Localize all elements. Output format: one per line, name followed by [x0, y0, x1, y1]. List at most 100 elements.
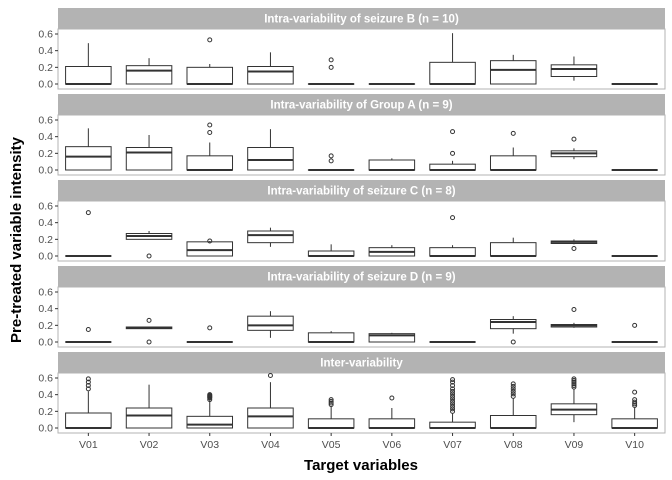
- box-v10: [611, 322, 658, 343]
- outlier-point: [450, 393, 456, 399]
- y-tick-label: 0.0: [38, 337, 53, 349]
- x-tick-label: V09: [565, 439, 584, 451]
- iqr-box: [125, 147, 173, 171]
- y-tick-label: 0.6: [38, 287, 53, 299]
- outlier-point: [450, 391, 456, 397]
- outlier-point: [510, 391, 516, 397]
- x-axis-title: Target variables: [304, 457, 418, 474]
- outlier-point: [571, 383, 577, 388]
- iqr-box: [429, 247, 476, 257]
- box-v08: [489, 54, 537, 85]
- outlier-point: [85, 386, 91, 392]
- box-v05: [307, 397, 355, 429]
- iqr-box: [368, 159, 416, 171]
- outlier-point: [328, 402, 334, 408]
- iqr-box: [368, 333, 416, 343]
- outlier-point: [450, 398, 456, 404]
- box-v04: [247, 311, 294, 338]
- box-v07: [429, 129, 476, 171]
- box-v05: [307, 244, 355, 257]
- x-axis: V01 V02 V03 V04 V05 V06 V07 V08 V09 V10: [79, 433, 644, 451]
- outlier-point: [450, 396, 456, 402]
- box-v07: [429, 33, 476, 85]
- iqr-box: [550, 64, 598, 78]
- box-v05: [307, 153, 355, 171]
- outlier-point: [450, 379, 456, 385]
- outlier-point: [510, 130, 516, 136]
- iqr-box: [125, 65, 173, 85]
- x-tick-label: V10: [625, 439, 644, 451]
- box-v01: [65, 210, 112, 257]
- outlier-point: [207, 122, 213, 128]
- outlier-point: [328, 64, 334, 70]
- facet-strip-title: Intra-variability of seizure C (n = 8): [267, 186, 455, 198]
- box-v05: [307, 331, 355, 343]
- outlier-point: [632, 389, 638, 395]
- iqr-box: [247, 230, 294, 244]
- iqr-box: [489, 60, 537, 85]
- iqr-box: [247, 315, 294, 331]
- outlier-point: [146, 339, 152, 345]
- outlier-point: [207, 238, 213, 244]
- y-tick-label: 0.2: [38, 234, 53, 246]
- outlier-point: [85, 376, 91, 382]
- box-v09: [550, 376, 598, 423]
- iqr-box: [489, 155, 537, 171]
- x-tick-label: V06: [383, 439, 402, 451]
- facet-panel: Intra-variability of seizure C (n = 8) 0.…: [38, 180, 666, 263]
- y-tick-label: 0.0: [38, 251, 53, 263]
- box-v02: [125, 231, 173, 259]
- outlier-point: [450, 150, 456, 156]
- iqr-box: [611, 418, 658, 429]
- outlier-point: [450, 383, 456, 388]
- facet-strip: [58, 180, 665, 201]
- facet-strip: [58, 8, 665, 29]
- facet-panel: Intra-variability of Group A (n = 9) 0.0 0…: [38, 94, 666, 177]
- x-tick-label: V04: [261, 439, 280, 451]
- outlier-point: [450, 377, 456, 383]
- x-tick-label: V03: [200, 439, 219, 451]
- iqr-box: [186, 66, 234, 85]
- outlier-point: [510, 388, 516, 394]
- box-v02: [125, 135, 173, 171]
- iqr-box: [65, 412, 112, 429]
- box-v06: [368, 158, 416, 171]
- iqr-box: [65, 66, 112, 85]
- box-v01: [65, 128, 112, 171]
- box-v03: [186, 122, 234, 171]
- outlier-point: [450, 408, 456, 414]
- box-v04: [247, 129, 294, 171]
- box-v04: [247, 373, 294, 429]
- box-v03: [186, 238, 234, 257]
- outlier-point: [207, 37, 213, 43]
- facet-strip-title: Intra-variability of Group A (n = 9): [270, 100, 452, 112]
- outlier-point: [85, 383, 91, 388]
- iqr-box: [186, 415, 234, 429]
- x-tick-label: V01: [79, 439, 98, 451]
- outlier-point: [571, 307, 577, 312]
- y-tick-label: 0.2: [38, 406, 53, 418]
- box-v09: [550, 136, 598, 160]
- y-tick-label: 0.0: [38, 423, 53, 435]
- y-tick-label: 0.6: [38, 201, 53, 213]
- outlier-point: [632, 397, 638, 403]
- panel-border: [57, 200, 666, 262]
- x-tick-label: V05: [322, 439, 341, 451]
- iqr-box: [489, 242, 537, 257]
- outlier-point: [450, 386, 456, 392]
- iqr-box: [489, 415, 537, 429]
- box-v08: [489, 237, 537, 257]
- outlier-point: [571, 381, 577, 387]
- y-axis-title: Pre-treated variable intensity: [8, 136, 25, 343]
- box-v05: [307, 57, 355, 85]
- iqr-box: [307, 332, 355, 343]
- outlier-point: [389, 395, 395, 401]
- box-v07: [429, 377, 476, 429]
- outlier-point: [510, 386, 516, 392]
- box-v02: [125, 384, 173, 429]
- outlier-point: [450, 403, 456, 409]
- y-tick-label: 0.4: [38, 389, 53, 401]
- box-v08: [489, 316, 537, 345]
- outlier-point: [207, 325, 213, 331]
